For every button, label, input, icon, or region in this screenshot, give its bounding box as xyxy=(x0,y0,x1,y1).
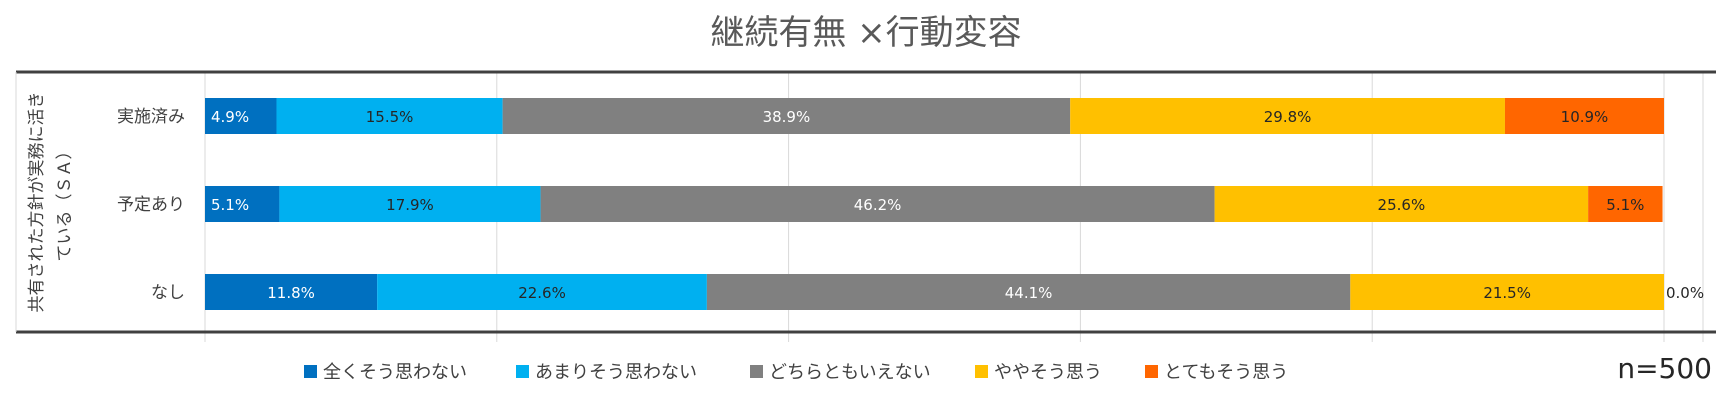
y-axis-label-line: ている（ＳＡ） xyxy=(55,143,75,262)
data-label: 21.5% xyxy=(1483,284,1531,302)
bar-segment xyxy=(1588,186,1663,222)
category-label: 実施済み xyxy=(117,107,185,127)
legend-swatch xyxy=(1145,365,1158,378)
data-label: 22.6% xyxy=(518,284,566,302)
data-label: 17.9% xyxy=(386,196,434,214)
category-label: なし xyxy=(151,283,185,303)
bar-segment xyxy=(502,98,1071,134)
bar-segment xyxy=(279,186,541,222)
bar-segment xyxy=(1350,274,1664,310)
legend-entry: あまりそう思わない xyxy=(535,362,697,383)
y-axis-label-line: 共有された方針が実務に活き xyxy=(27,92,47,313)
data-label: 25.6% xyxy=(1378,196,1426,214)
data-label: 0.0% xyxy=(1666,284,1704,302)
bar-segment xyxy=(1070,98,1505,134)
data-label: 5.1% xyxy=(211,196,249,214)
data-label: 5.1% xyxy=(1606,196,1644,214)
bar-segment xyxy=(205,98,277,134)
data-label: 10.9% xyxy=(1561,108,1609,126)
bar-segment xyxy=(540,186,1215,222)
legend-entry: 全くそう思わない xyxy=(323,362,467,383)
bar-segment xyxy=(1214,186,1589,222)
legend-entry: どちらともいえない xyxy=(769,362,931,383)
chart-title: 継続有無 ×行動変容 xyxy=(710,13,1021,53)
bar-segment xyxy=(1504,98,1664,134)
bar-segment xyxy=(706,274,1351,310)
legend-swatch xyxy=(750,365,763,378)
data-label: 44.1% xyxy=(1005,284,1053,302)
legend-swatch xyxy=(516,365,529,378)
legend-swatch xyxy=(975,365,988,378)
bar-segment xyxy=(205,274,378,310)
data-label: 29.8% xyxy=(1264,108,1312,126)
data-label: 46.2% xyxy=(854,196,902,214)
legend-entry: とてもそう思う xyxy=(1164,362,1288,383)
legend-entry: ややそう思う xyxy=(994,362,1102,383)
bar-segment xyxy=(276,98,503,134)
data-label: 4.9% xyxy=(211,108,249,126)
data-label: 11.8% xyxy=(267,284,315,302)
bar-segment xyxy=(377,274,707,310)
bar-segment xyxy=(205,186,280,222)
category-label: 予定あり xyxy=(117,195,185,215)
sample-size-note: n=500 xyxy=(1617,352,1712,385)
data-label: 15.5% xyxy=(366,108,414,126)
legend-swatch xyxy=(304,365,317,378)
data-label: 38.9% xyxy=(763,108,811,126)
